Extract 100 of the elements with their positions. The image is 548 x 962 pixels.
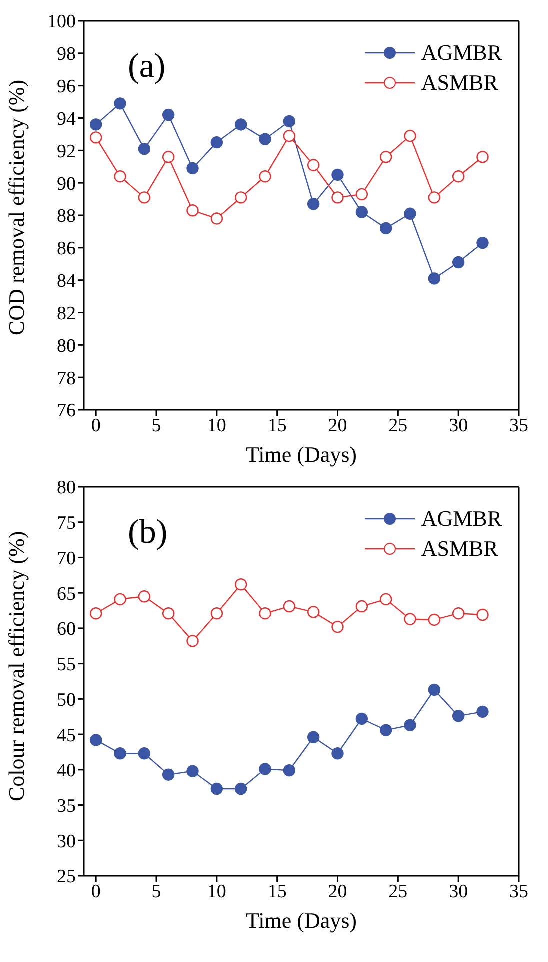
point xyxy=(332,192,344,204)
legend-label: AGMBR xyxy=(421,40,502,66)
legend-label: ASMBR xyxy=(421,70,498,96)
point xyxy=(259,608,272,620)
point xyxy=(356,712,368,726)
point xyxy=(90,608,102,620)
x-tick-label: 10 xyxy=(207,415,226,436)
point xyxy=(259,170,272,183)
y-tick-label: 94 xyxy=(57,108,76,130)
point xyxy=(356,600,368,613)
y-tick-label: 88 xyxy=(57,206,76,228)
point xyxy=(186,162,199,175)
point xyxy=(210,136,224,149)
y-tick-label: 90 xyxy=(57,174,76,195)
y-tick-label: 76 xyxy=(57,400,76,422)
annotation: (a) xyxy=(128,48,166,86)
point xyxy=(114,170,126,183)
point xyxy=(259,763,272,776)
x-tick-label: 0 xyxy=(91,881,101,902)
x-axis-title: Time (Days) xyxy=(246,442,358,467)
point xyxy=(259,133,272,146)
x-tick-label: 15 xyxy=(268,881,287,902)
point xyxy=(114,748,126,760)
point xyxy=(283,600,296,613)
y-tick-label: 75 xyxy=(57,513,76,534)
point xyxy=(404,130,416,142)
x-tick-label: 15 xyxy=(268,415,287,436)
annotation: (b) xyxy=(128,514,168,552)
point xyxy=(332,748,344,760)
point xyxy=(138,590,151,603)
x-tick-label: 30 xyxy=(449,415,468,436)
point xyxy=(476,236,489,250)
point xyxy=(186,204,199,217)
point xyxy=(234,192,248,204)
point xyxy=(186,765,199,778)
y-tick-label: 70 xyxy=(57,548,76,570)
legend-label: ASMBR xyxy=(421,536,498,562)
y-tick-label: 60 xyxy=(57,619,76,640)
point xyxy=(332,620,344,634)
y-axis-title: Colour removal efficiency (%) xyxy=(4,531,29,802)
x-tick-label: 25 xyxy=(388,881,408,902)
point xyxy=(428,192,441,204)
y-tick-label: 25 xyxy=(57,866,76,888)
y-tick-label: 50 xyxy=(57,690,76,711)
x-tick-label: 35 xyxy=(510,881,528,902)
point xyxy=(428,272,441,285)
y-tick-label: 45 xyxy=(57,725,76,746)
y-tick-label: 82 xyxy=(57,303,76,324)
point xyxy=(380,222,392,235)
point xyxy=(234,118,248,131)
point xyxy=(162,108,175,122)
point xyxy=(90,132,102,144)
point xyxy=(307,159,320,172)
point xyxy=(476,706,489,718)
y-tick-label: 86 xyxy=(57,238,76,260)
point xyxy=(452,170,465,183)
y-tick-label: 92 xyxy=(57,141,76,162)
point xyxy=(210,608,224,620)
point xyxy=(380,593,392,606)
point xyxy=(356,188,368,201)
point xyxy=(332,168,344,182)
point xyxy=(404,208,416,220)
y-tick-label: 100 xyxy=(48,12,76,33)
point xyxy=(114,98,126,110)
x-tick-label: 25 xyxy=(388,415,408,436)
legend-label: AGMBR xyxy=(421,506,502,532)
point xyxy=(452,710,465,722)
y-tick-label: 80 xyxy=(57,478,76,499)
point xyxy=(307,198,320,210)
point xyxy=(428,684,441,696)
x-tick-label: 20 xyxy=(328,415,348,436)
point xyxy=(162,608,175,620)
y-axis-title: COD removal efficiency (%) xyxy=(4,80,29,336)
point xyxy=(476,608,489,622)
x-tick-label: 5 xyxy=(152,881,162,902)
x-tick-label: 20 xyxy=(328,881,348,902)
y-tick-label: 80 xyxy=(57,336,76,357)
x-tick-label: 5 xyxy=(152,415,162,436)
point xyxy=(380,724,392,736)
point xyxy=(380,151,392,164)
point xyxy=(90,118,102,131)
point xyxy=(234,782,248,796)
point xyxy=(162,768,175,781)
point xyxy=(114,593,126,606)
point xyxy=(452,256,465,269)
point xyxy=(138,748,151,760)
point xyxy=(210,212,224,225)
y-tick-label: 78 xyxy=(57,368,76,390)
point xyxy=(428,614,441,626)
x-tick-label: 30 xyxy=(449,881,468,902)
point xyxy=(138,142,151,156)
point xyxy=(283,115,296,128)
point xyxy=(162,151,175,164)
point xyxy=(404,613,416,626)
y-tick-label: 96 xyxy=(57,76,76,98)
x-tick-label: 0 xyxy=(91,415,101,436)
point xyxy=(283,130,296,142)
point xyxy=(307,731,320,744)
x-tick-label: 35 xyxy=(510,415,528,436)
point xyxy=(404,719,416,732)
